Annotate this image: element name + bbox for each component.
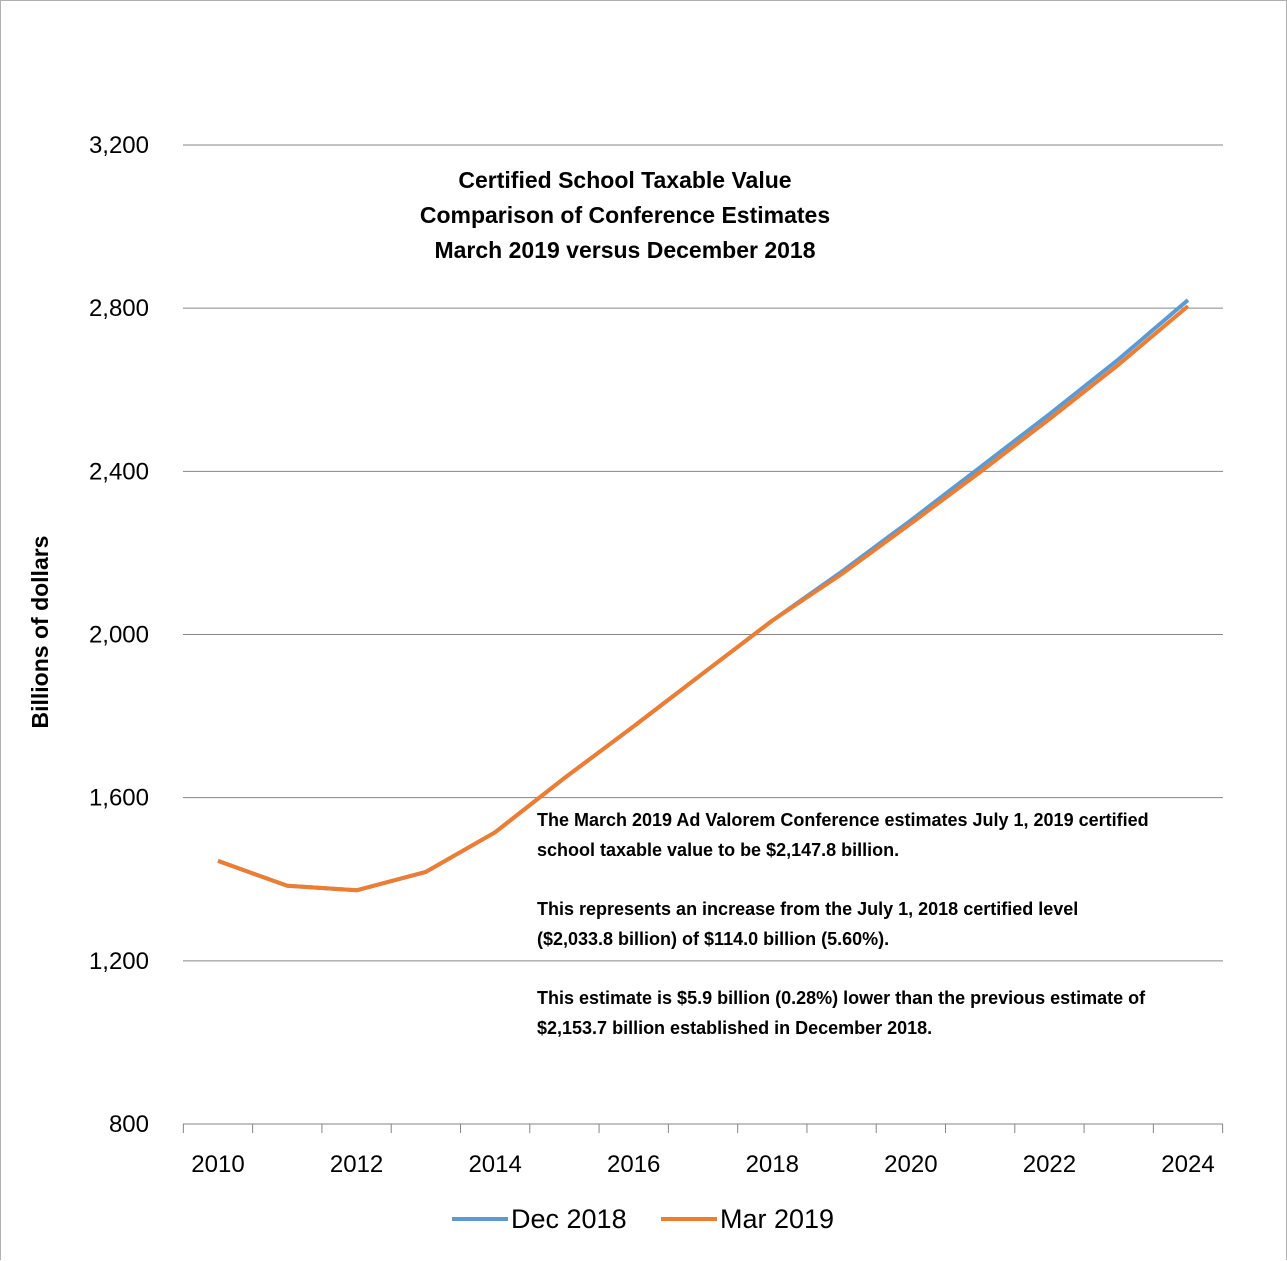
series-line-mar-2019 [217, 304, 1190, 893]
x-tick-label-5: 2020 [884, 1151, 937, 1178]
x-tick-label-4: 2018 [746, 1151, 799, 1178]
x-tick-label-6: 2022 [1023, 1151, 1076, 1178]
annotation-line-3: This represents an increase from the Jul… [537, 899, 1078, 919]
series-lines [217, 298, 1190, 893]
y-axis-label: Billions of dollars [27, 536, 53, 729]
y-tick-label-5: 2,800 [89, 295, 149, 322]
legend-item-dec-2018: Dec 2018 [452, 1204, 627, 1234]
series-line-dec-2018 [217, 298, 1190, 893]
x-tick-label-0: 2010 [191, 1151, 244, 1178]
x-tick-label-7: 2024 [1161, 1151, 1214, 1178]
legend: Dec 2018 Mar 2019 [452, 1204, 834, 1234]
chart-title: Certified School Taxable Value Compariso… [420, 167, 830, 263]
y-tick-label-3: 2,000 [89, 622, 149, 649]
y-tick-label-2: 1,600 [89, 785, 149, 812]
chart-title-line-3: March 2019 versus December 2018 [434, 237, 815, 263]
y-tick-label-0: 800 [109, 1111, 149, 1138]
x-axis-ticks: 2010 2012 2014 2016 2018 2020 2022 2024 [182, 1124, 1224, 1178]
chart-title-line-1: Certified School Taxable Value [458, 167, 791, 193]
legend-label-mar-2019: Mar 2019 [720, 1204, 834, 1234]
x-tick-label-3: 2016 [607, 1151, 660, 1178]
chart-title-line-2: Comparison of Conference Estimates [420, 202, 830, 228]
annotation-line-6: $2,153.7 billion established in December… [537, 1018, 932, 1038]
annotation-line-2: school taxable value to be $2,147.8 bill… [537, 840, 899, 860]
annotation-line-1: The March 2019 Ad Valorem Conference est… [537, 810, 1149, 830]
x-tick-label-2: 2014 [468, 1151, 521, 1178]
y-tick-label-6: 3,200 [89, 132, 149, 159]
annotation-box: The March 2019 Ad Valorem Conference est… [537, 810, 1149, 1038]
legend-item-mar-2019: Mar 2019 [661, 1204, 834, 1234]
y-tick-label-4: 2,400 [89, 458, 149, 485]
gridlines [183, 144, 1223, 962]
annotation-line-4: ($2,033.8 billion) of $114.0 billion (5.… [537, 929, 889, 949]
annotation-line-5: This estimate is $5.9 billion (0.28%) lo… [537, 988, 1146, 1008]
y-tick-label-1: 1,200 [89, 948, 149, 975]
y-axis-ticks: 800 1,200 1,600 2,000 2,400 2,800 3,200 [89, 132, 149, 1138]
legend-label-dec-2018: Dec 2018 [511, 1204, 627, 1234]
x-tick-label-1: 2012 [330, 1151, 383, 1178]
